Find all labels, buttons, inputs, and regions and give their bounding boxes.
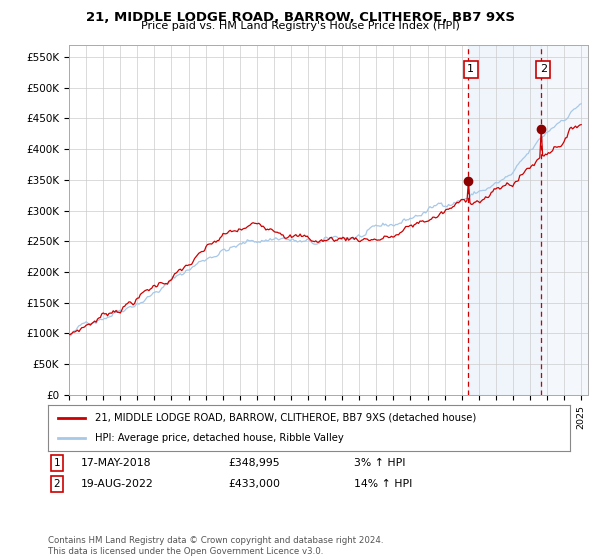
Text: 21, MIDDLE LODGE ROAD, BARROW, CLITHEROE, BB7 9XS (detached house): 21, MIDDLE LODGE ROAD, BARROW, CLITHEROE… bbox=[95, 413, 476, 423]
Text: 17-MAY-2018: 17-MAY-2018 bbox=[81, 458, 151, 468]
Text: 1: 1 bbox=[53, 458, 61, 468]
Text: 21, MIDDLE LODGE ROAD, BARROW, CLITHEROE, BB7 9XS: 21, MIDDLE LODGE ROAD, BARROW, CLITHEROE… bbox=[86, 11, 515, 24]
Text: 2: 2 bbox=[540, 64, 547, 74]
Text: 14% ↑ HPI: 14% ↑ HPI bbox=[354, 479, 412, 489]
Text: Price paid vs. HM Land Registry's House Price Index (HPI): Price paid vs. HM Land Registry's House … bbox=[140, 21, 460, 31]
Bar bbox=[541, 45, 588, 395]
Bar bbox=[468, 45, 541, 395]
Text: HPI: Average price, detached house, Ribble Valley: HPI: Average price, detached house, Ribb… bbox=[95, 433, 344, 443]
Text: Contains HM Land Registry data © Crown copyright and database right 2024.
This d: Contains HM Land Registry data © Crown c… bbox=[48, 536, 383, 556]
Text: 2: 2 bbox=[53, 479, 61, 489]
Text: 3% ↑ HPI: 3% ↑ HPI bbox=[354, 458, 406, 468]
Text: 19-AUG-2022: 19-AUG-2022 bbox=[81, 479, 154, 489]
Text: £433,000: £433,000 bbox=[228, 479, 280, 489]
Text: £348,995: £348,995 bbox=[228, 458, 280, 468]
Text: 1: 1 bbox=[467, 64, 474, 74]
